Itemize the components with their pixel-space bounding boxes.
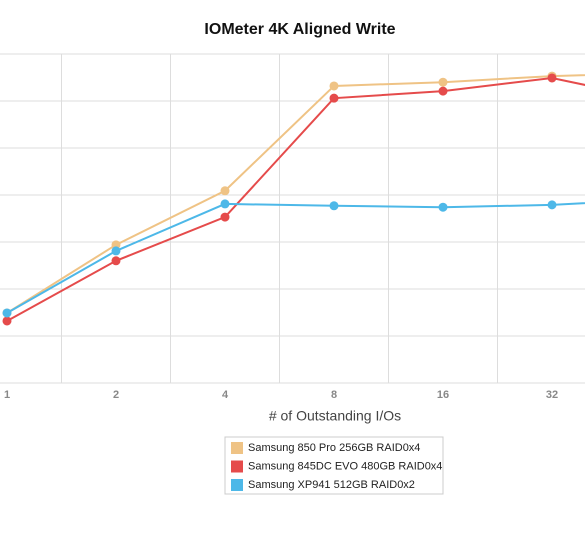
data-point bbox=[438, 202, 448, 212]
legend-swatch bbox=[231, 460, 243, 473]
x-tick-label: 1 bbox=[4, 389, 10, 401]
series-line bbox=[6, 202, 585, 314]
x-tick-label: 2 bbox=[113, 389, 119, 401]
legend-label: Samsung XP941 512GB RAID0x2 bbox=[248, 479, 415, 491]
data-point bbox=[111, 256, 121, 266]
x-axis-label: # of Outstanding I/Os bbox=[269, 408, 401, 424]
data-point bbox=[220, 186, 230, 196]
series-line bbox=[6, 76, 585, 322]
data-point bbox=[547, 200, 557, 210]
data-point bbox=[547, 73, 557, 83]
data-point bbox=[438, 86, 448, 96]
data-point bbox=[2, 316, 12, 326]
x-tick-label: 16 bbox=[437, 389, 449, 401]
data-point bbox=[220, 212, 230, 222]
data-point bbox=[329, 81, 339, 91]
legend-label: Samsung 850 Pro 256GB RAID0x4 bbox=[248, 442, 420, 454]
legend-swatch bbox=[231, 442, 243, 454]
data-point bbox=[438, 77, 448, 87]
data-point bbox=[329, 93, 339, 103]
data-point bbox=[329, 201, 339, 211]
chart-title: IOMeter 4K Aligned Write bbox=[204, 21, 395, 38]
legend bbox=[224, 436, 444, 495]
x-tick-label: 8 bbox=[331, 389, 337, 401]
legend-label: Samsung 845DC EVO 480GB RAID0x4 bbox=[248, 460, 442, 472]
x-tick-label: 32 bbox=[546, 389, 558, 401]
series-line bbox=[6, 74, 585, 314]
x-tick-label: 4 bbox=[222, 389, 229, 401]
data-point bbox=[2, 308, 12, 318]
data-point bbox=[111, 246, 121, 256]
data-point bbox=[220, 199, 230, 209]
legend-swatch bbox=[231, 479, 243, 491]
